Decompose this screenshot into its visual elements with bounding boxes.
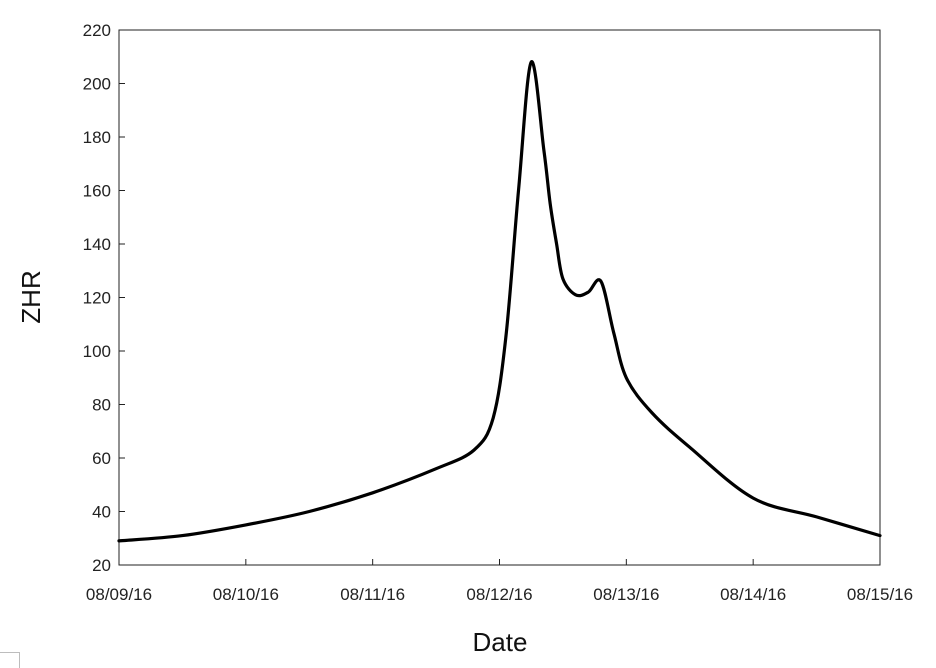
y-tick-label: 120 <box>83 289 111 308</box>
y-tick-label: 200 <box>83 75 111 94</box>
x-tick-label: 08/11/16 <box>340 585 405 604</box>
corner-marker <box>0 652 20 668</box>
y-tick-label: 80 <box>92 396 111 415</box>
y-tick-label: 60 <box>92 449 111 468</box>
x-tick-label: 08/14/16 <box>720 585 786 604</box>
x-tick-label: 08/15/16 <box>847 585 913 604</box>
y-tick-label: 40 <box>92 503 111 522</box>
y-tick-label: 20 <box>92 556 111 575</box>
plot-frame <box>118 29 881 566</box>
y-tick-label: 100 <box>83 342 111 361</box>
x-tick-label: 08/13/16 <box>593 585 659 604</box>
x-tick-label: 08/10/16 <box>213 585 279 604</box>
y-tick-label: 180 <box>83 128 111 147</box>
y-tick-label: 140 <box>83 235 111 254</box>
y-axis-title: ZHR <box>16 270 46 323</box>
x-axis: 08/09/16 08/10/16 08/11/16 08/12/16 08/13/16… <box>86 559 913 604</box>
zhr-line <box>117 60 882 543</box>
x-tick-label: 08/12/16 <box>466 585 532 604</box>
x-tick-label: 08/09/16 <box>86 585 152 604</box>
y-tick-label: 160 <box>83 182 111 201</box>
y-tick-label: 220 <box>83 21 111 40</box>
x-axis-title: Date <box>473 627 528 657</box>
y-axis: 20 40 60 80 100 120 140 160 180 200 220 <box>83 21 125 575</box>
plot-area <box>118 29 881 566</box>
